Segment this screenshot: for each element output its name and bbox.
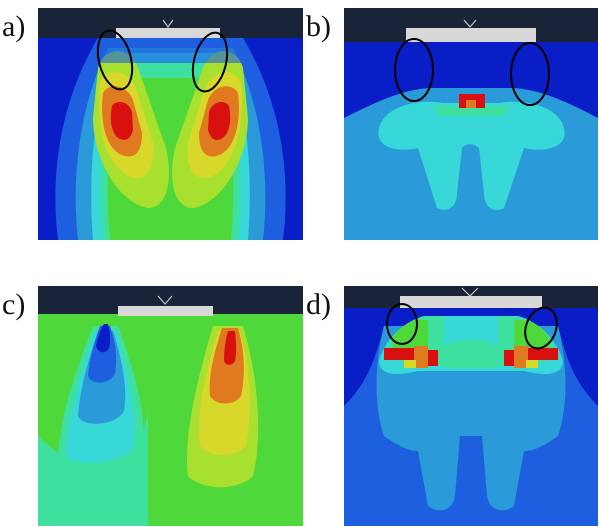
- panel-label-b: b): [306, 10, 331, 43]
- panel-label-d: d): [306, 288, 331, 321]
- contour-panel-c: [38, 286, 303, 526]
- contour-panel-b: [344, 8, 598, 240]
- panel-label-c: c): [2, 288, 26, 321]
- panel-label-a: a): [2, 10, 26, 43]
- contour-panel-d: [344, 286, 598, 526]
- contour-panel-a: [38, 8, 303, 240]
